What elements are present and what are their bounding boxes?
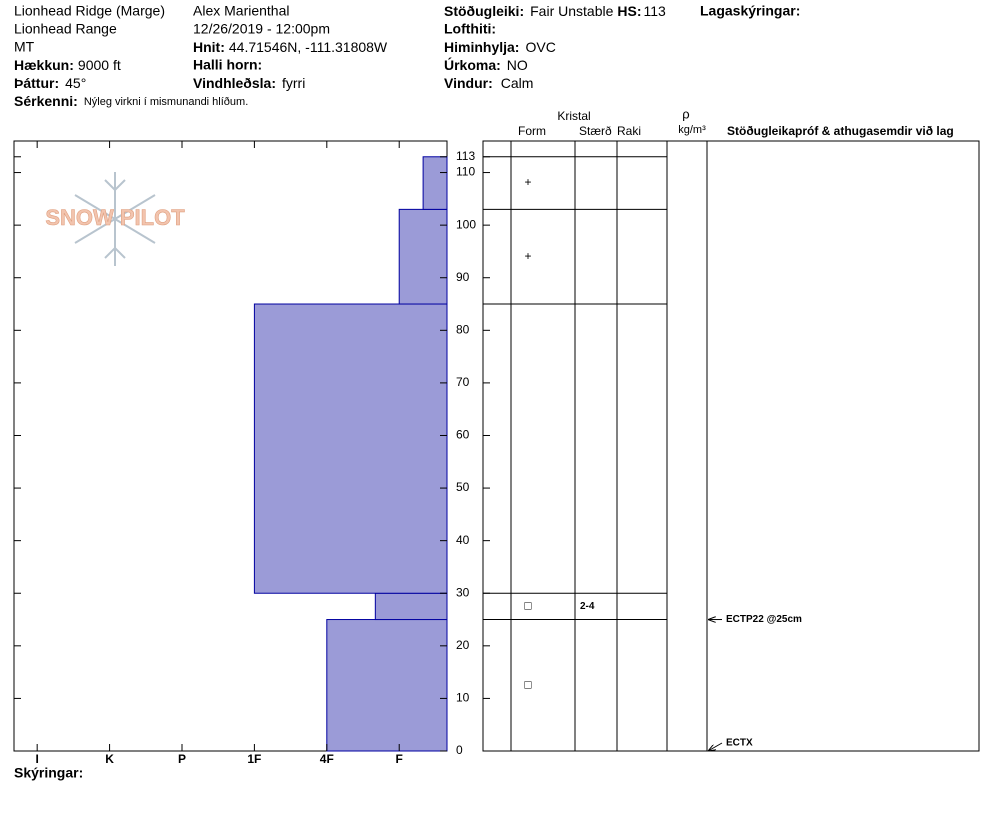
y-tick-label: 0	[456, 743, 463, 757]
form-header: Form	[518, 124, 546, 138]
observer: Alex Marienthal	[193, 3, 290, 19]
layer-bar	[398, 208, 448, 305]
y-tick-label: 40	[456, 533, 470, 547]
value: Nýleg virkni í mismunandi hlíðum.	[84, 96, 248, 108]
label: Vindur:	[444, 75, 493, 91]
y-tick-label: 70	[456, 375, 470, 389]
grain-form: □	[524, 599, 531, 613]
label: Hækkun:	[14, 57, 74, 73]
tests-header: Stöðugleikapróf & athugasemdir við lag	[727, 124, 954, 138]
y-tick-label: 20	[456, 638, 470, 652]
logo-text: SNOW PILOT	[45, 205, 185, 230]
y-tick-label: 90	[456, 270, 470, 284]
table-columns	[510, 141, 708, 751]
value: Calm	[501, 75, 534, 91]
y-tick-label: 30	[456, 585, 470, 599]
y-tick-label: 113	[456, 149, 475, 163]
x-tick-label: 1F	[247, 752, 261, 766]
coords: Hnit: 44.71546N, -111.31808W	[193, 39, 388, 55]
grain-form: □	[524, 677, 531, 691]
value: 113	[644, 3, 667, 19]
test-arrow	[708, 742, 723, 751]
y-tick-label: 60	[456, 428, 470, 442]
grain-form: +	[524, 175, 531, 189]
sky: Himinhylja: OVC	[444, 39, 556, 55]
x-tick-label: F	[396, 752, 403, 766]
footer-label: Skýringar:	[14, 765, 83, 781]
x-tick-label: I	[35, 752, 38, 766]
precip: Úrkoma: NO	[444, 56, 528, 73]
state: MT	[14, 39, 35, 55]
stability: Stöðugleiki: Fair Unstable HS: 113	[444, 3, 666, 19]
label: Úrkoma:	[444, 56, 501, 73]
slope-label: Halli horn:	[193, 57, 262, 73]
datetime: 12/26/2019 - 12:00pm	[193, 21, 330, 37]
value: 44.71546N, -111.31808W	[229, 39, 388, 55]
layer-bar	[374, 592, 448, 621]
elevation: Hækkun: 9000 ft	[14, 57, 121, 73]
layer-bar	[326, 619, 448, 752]
wind: Vindur: Calm	[444, 75, 533, 91]
size-header: Stærð	[579, 124, 612, 138]
comments: Sérkenni: Nýleg virkni í mismunandi hlíðu…	[14, 93, 248, 109]
x-tick-label: P	[178, 752, 186, 766]
label: HS:	[617, 3, 641, 19]
x-tick-label: 4F	[320, 752, 334, 766]
moisture-header: Raki	[617, 124, 641, 138]
y-tick-label: 50	[456, 480, 470, 494]
y-tick-label: 10	[456, 691, 470, 705]
label: Stöðugleiki:	[444, 3, 524, 19]
wind-loading: Vindhleðsla: fyrri	[193, 75, 305, 91]
y-tick-label: 80	[456, 322, 470, 336]
label: Sérkenni:	[14, 93, 78, 109]
grain-size: 2-4	[580, 601, 595, 612]
layer-bar	[253, 303, 448, 594]
test-label: ECTP22 @25cm	[726, 614, 802, 625]
value: Fair Unstable	[530, 3, 613, 19]
density-unit: kg/m³	[678, 124, 706, 136]
grain-form: +	[524, 249, 531, 263]
layer-notes-label: Lagaskýringar:	[700, 3, 800, 19]
density-header: ρ	[682, 106, 689, 121]
y-tick-label: 100	[456, 217, 476, 231]
value: NO	[507, 57, 528, 73]
test-label: ECTX	[726, 738, 753, 749]
table-frame	[482, 140, 980, 752]
y-tick-label: 110	[456, 165, 475, 179]
x-tick-label: K	[105, 752, 114, 766]
location: Lionhead Ridge (Marge)	[14, 3, 165, 19]
value: fyrri	[282, 75, 305, 91]
logo	[74, 172, 156, 266]
air-temp-label: Lofthiti:	[444, 21, 496, 37]
label: Himinhylja:	[444, 39, 519, 55]
label: Hnit:	[193, 39, 225, 55]
label: Þáttur:	[14, 75, 59, 91]
value: 45°	[65, 75, 86, 91]
layer-bar	[422, 156, 448, 210]
crystal-header: Kristal	[557, 109, 590, 123]
value: OVC	[525, 39, 555, 55]
label: Vindhleðsla:	[193, 75, 276, 91]
range: Lionhead Range	[14, 21, 117, 37]
aspect: Þáttur: 45°	[14, 75, 86, 91]
value: 9000 ft	[78, 57, 121, 73]
